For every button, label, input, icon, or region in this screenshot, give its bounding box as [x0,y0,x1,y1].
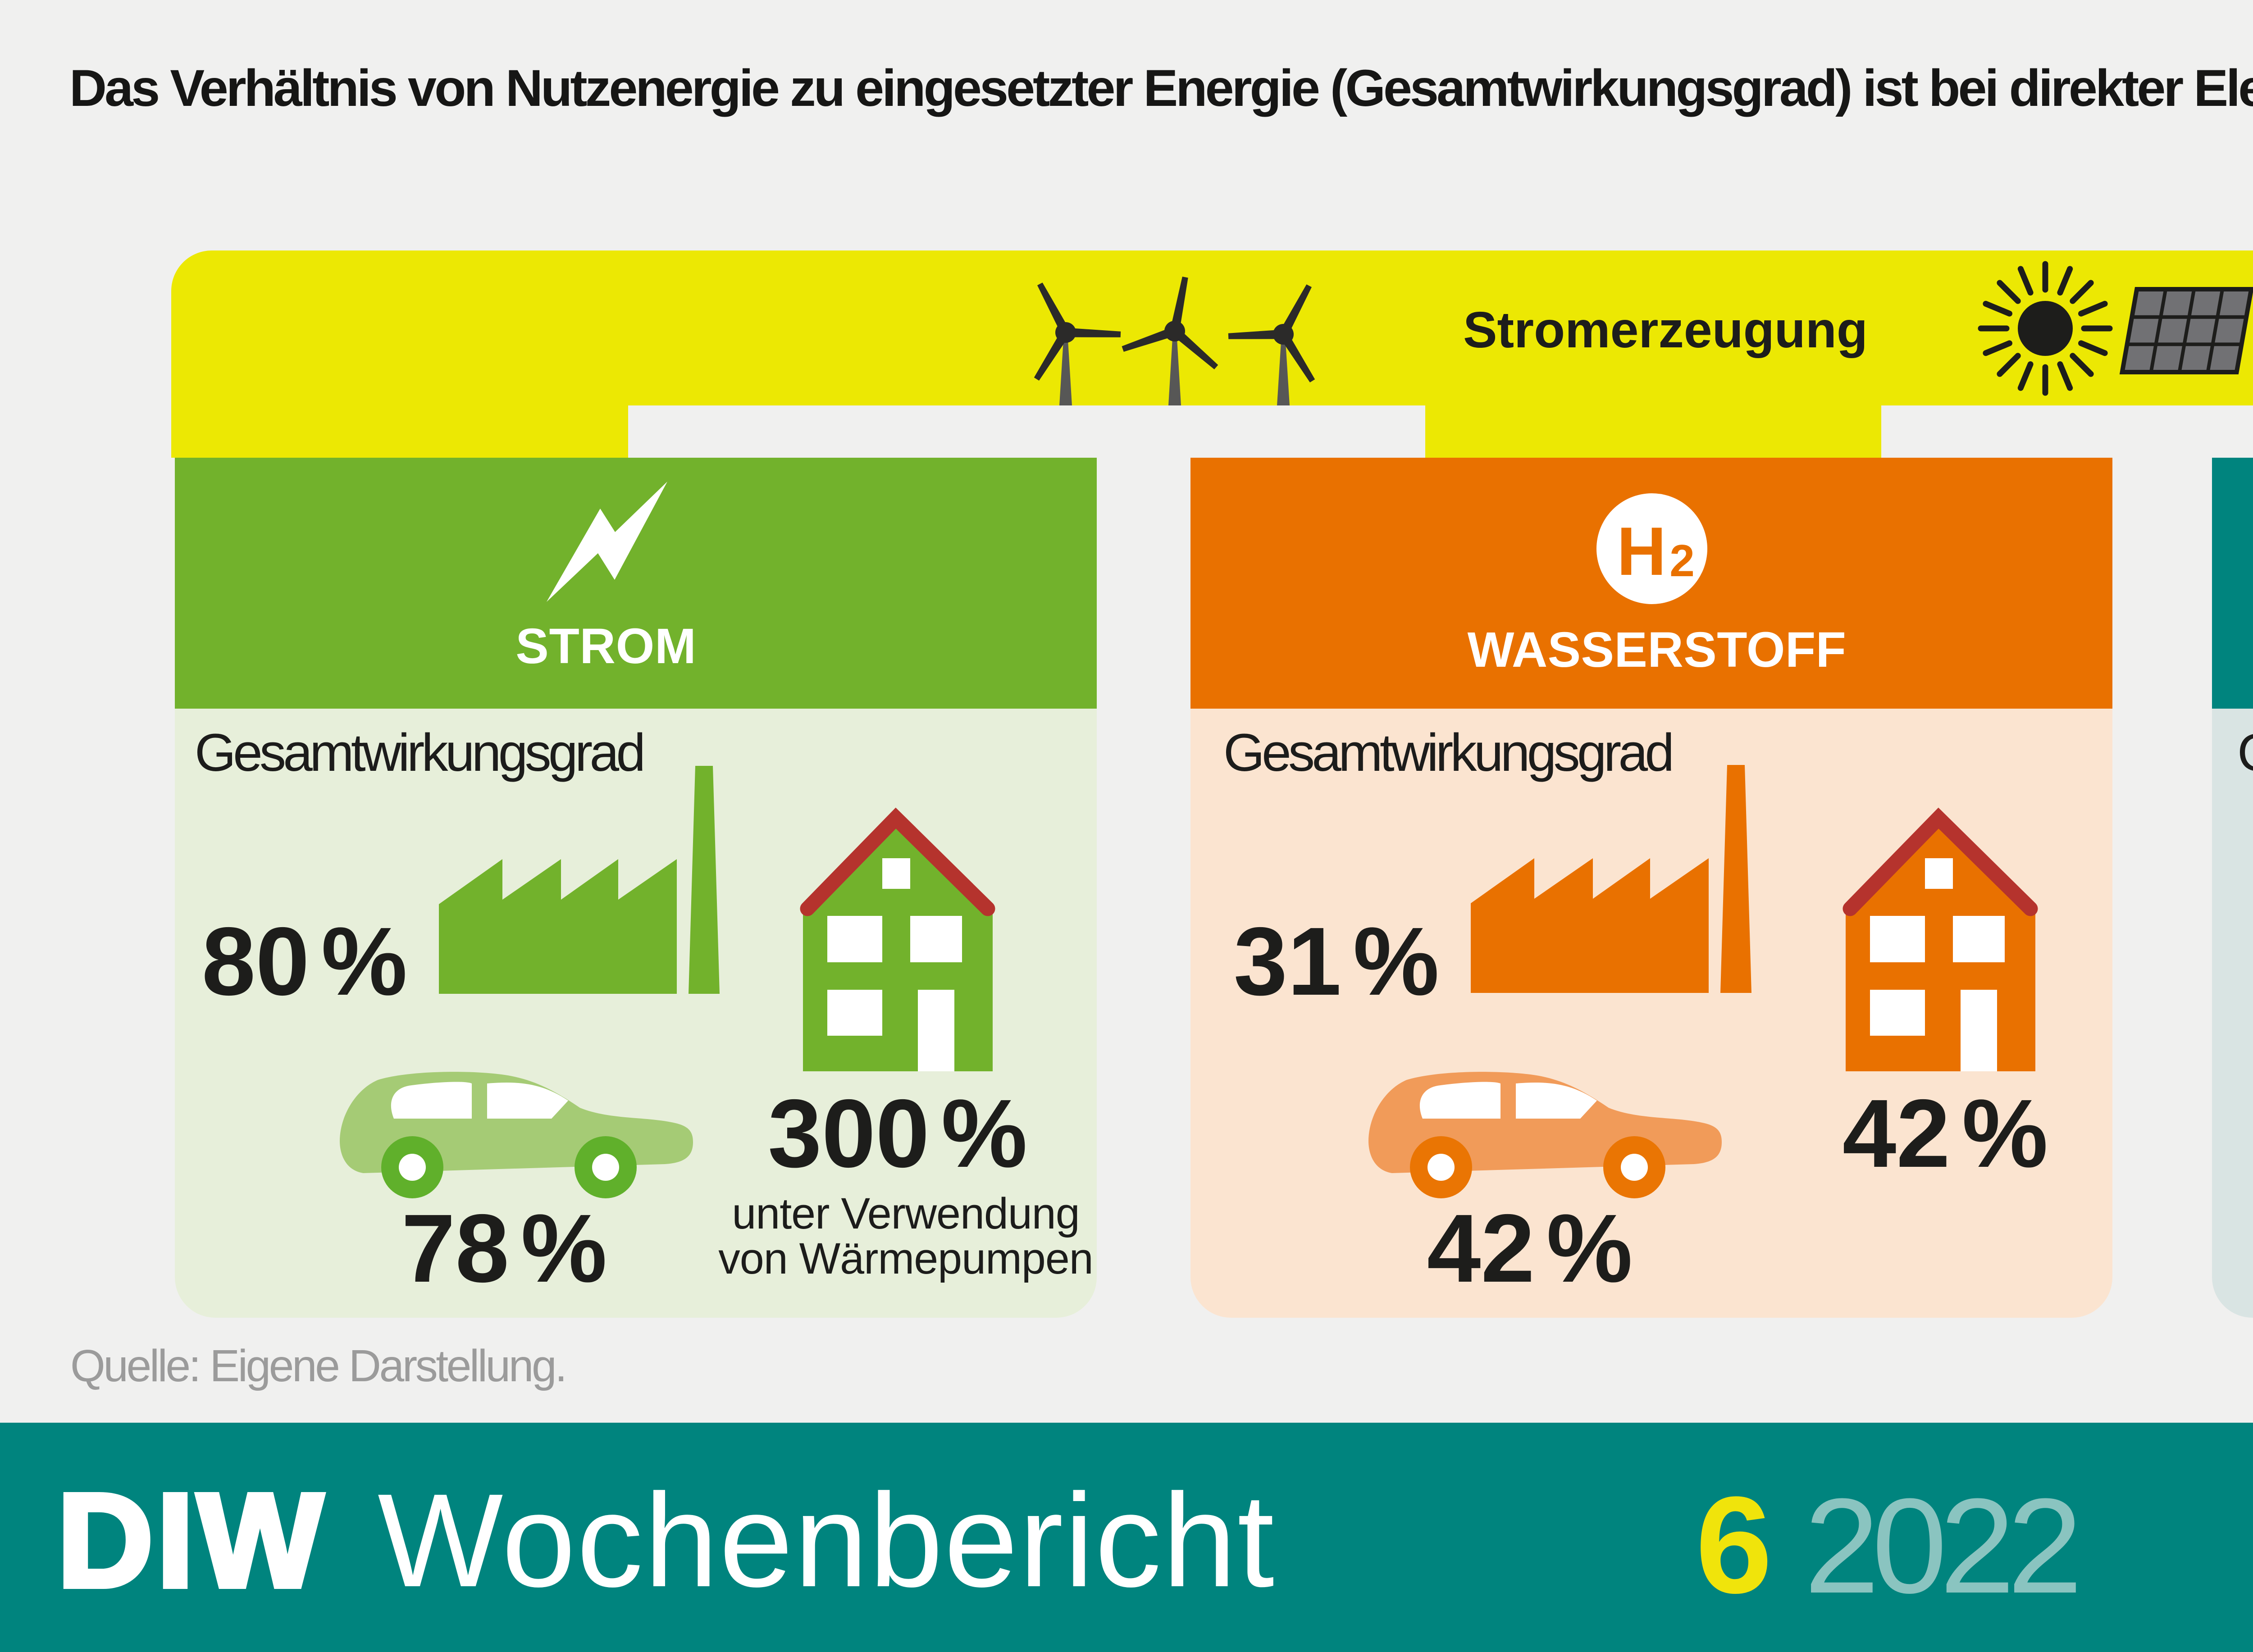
svg-text:H: H [1617,513,1666,590]
svg-text:2: 2 [1669,536,1695,586]
